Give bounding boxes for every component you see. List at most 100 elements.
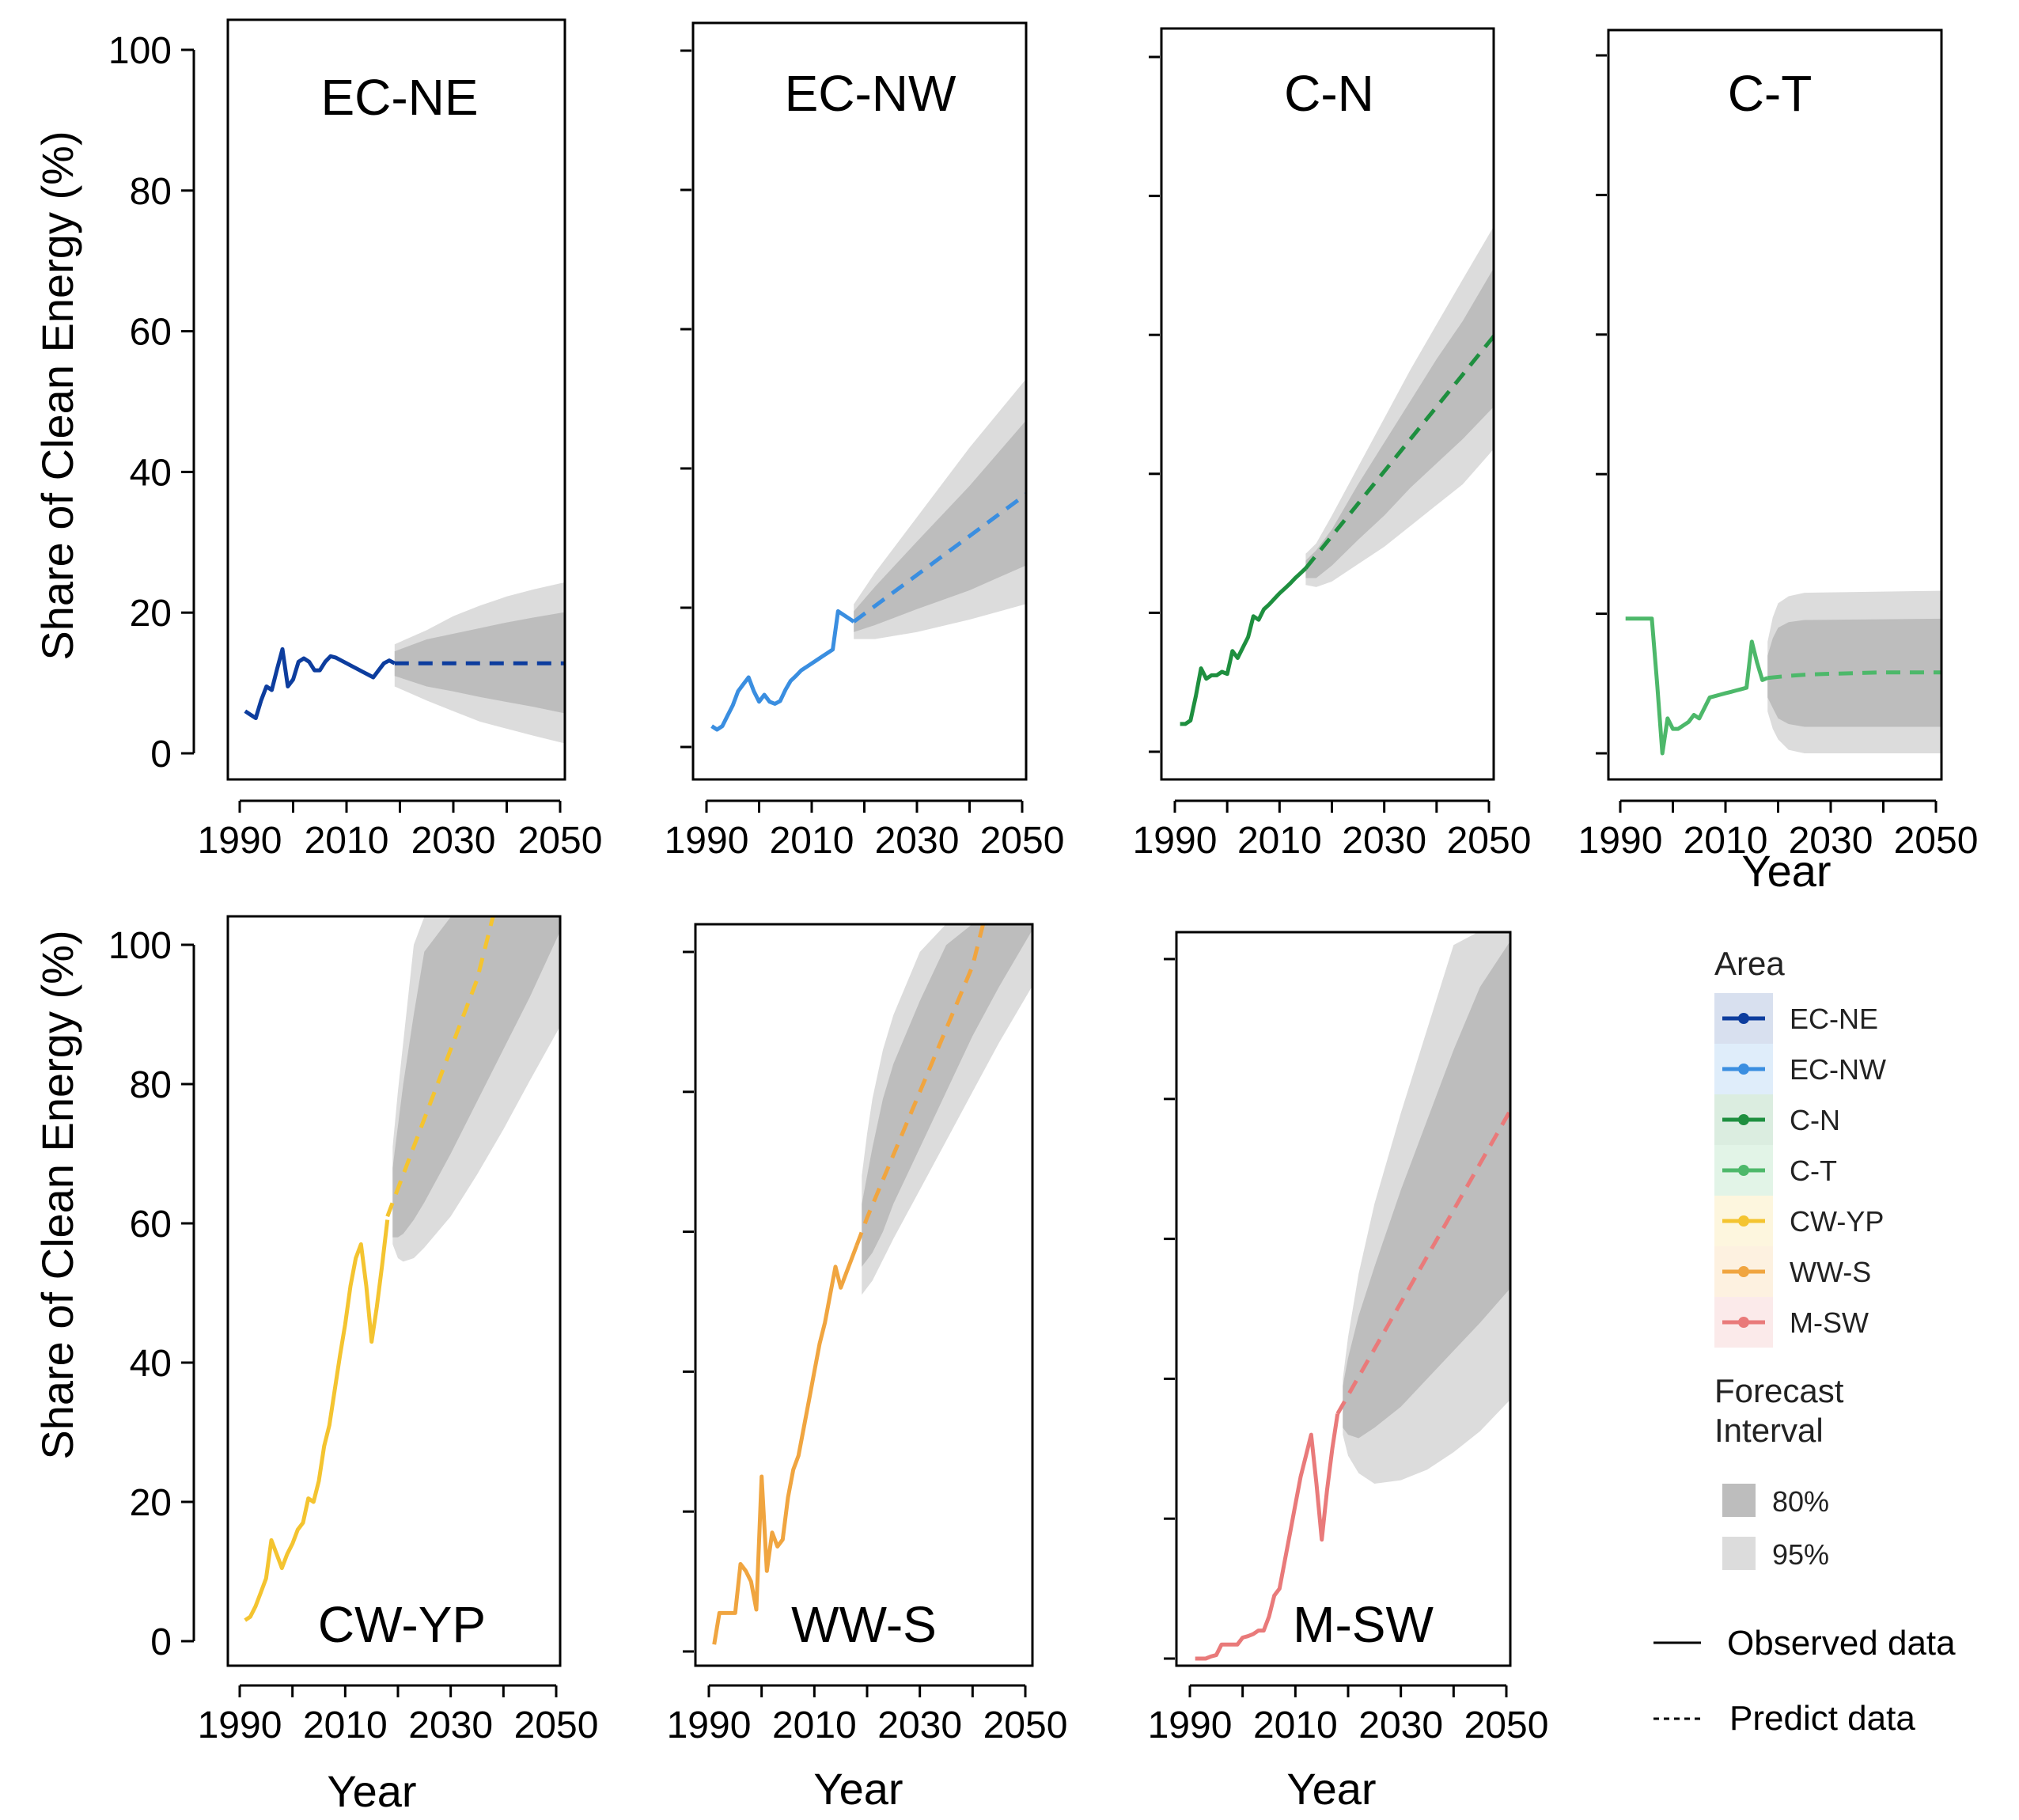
panel-ww-s: WW-S 1990 2010 2030 2050 [667, 923, 1068, 1746]
x-tick-label-cw-yp-2010: 2010 [303, 1704, 388, 1746]
x-tick-label-c-t-2030: 2030 [1789, 820, 1873, 862]
x-tick-label-ww-s-1990: 1990 [667, 1704, 752, 1746]
predicted-line-c-t [1767, 670, 1941, 681]
plot-area-cw-yp [244, 916, 560, 1622]
plot-area-ec-ne [244, 582, 565, 744]
legend-marker-ww-s [1738, 1266, 1749, 1277]
x-axis-title-ww-s: Year [813, 1764, 903, 1814]
legend-label-m-sw: M-SW [1790, 1306, 1869, 1339]
plot-area-c-n [1180, 226, 1494, 726]
x-tick-label-ww-s-2030: 2030 [877, 1704, 962, 1746]
legend-interval-title-line1: Forecast [1714, 1372, 1844, 1409]
predicted-line-ww-s [854, 924, 986, 1247]
y-tick-label-ec-ne-40: 40 [130, 452, 172, 494]
y-tick-label-cw-yp-60: 60 [130, 1204, 172, 1246]
panel-title-ec-nw: EC-NW [785, 65, 956, 122]
legend-interval-title-line2: Interval [1714, 1412, 1824, 1449]
plot-area-ww-s [712, 924, 1032, 1645]
legend-label-95: 95% [1772, 1538, 1829, 1571]
panel-frame-c-t [1607, 28, 1943, 781]
panel-title-m-sw: M-SW [1293, 1596, 1434, 1653]
legend-label-cw-yp: CW-YP [1790, 1205, 1884, 1238]
panel-frame-ec-ne [226, 18, 566, 781]
x-tick-label-ec-ne-1990: 1990 [198, 820, 282, 862]
x-tick-label-cw-yp-2050: 2050 [514, 1704, 599, 1746]
y-tick-label-ec-ne-60: 60 [130, 312, 172, 354]
legend-label-c-t: C-T [1790, 1155, 1837, 1187]
observed-line-c-n [1180, 567, 1308, 726]
y-tick-label-cw-yp-80: 80 [130, 1064, 172, 1106]
x-axis-title-m-sw: Year [1286, 1764, 1376, 1814]
y-tick-label-cw-yp-40: 40 [130, 1343, 172, 1385]
legend-marker-m-sw [1738, 1317, 1749, 1328]
y-axis-title-bottom: Share of Clean Energy (%) [32, 930, 82, 1459]
predicted-line-cw-yp [385, 916, 495, 1218]
observed-line-cw-yp [244, 1219, 390, 1622]
y-tick-label-ec-ne-100: 100 [108, 30, 172, 72]
x-tick-label-c-t-1990: 1990 [1578, 820, 1663, 862]
plot-area-c-t [1625, 590, 1941, 756]
panel-ec-nw: EC-NW 1990 2010 2030 2050 [665, 21, 1065, 862]
x-tick-label-c-n-2050: 2050 [1447, 820, 1532, 862]
legend-label-ww-s: WW-S [1790, 1256, 1871, 1288]
observed-line-ec-nw [710, 609, 855, 732]
legend-title: Area [1714, 945, 1785, 982]
y-tick-label-cw-yp-20: 20 [130, 1482, 172, 1524]
x-tick-label-m-sw-2050: 2050 [1464, 1704, 1549, 1746]
panels-group: EC-NE 0 20 40 60 80 100 1990 2010 2030 2050 EC-NW 19… [108, 18, 1978, 1746]
x-tick-label-ec-nw-2050: 2050 [980, 820, 1065, 862]
x-tick-label-ec-ne-2010: 2010 [305, 820, 389, 862]
panel-frame-ec-nw [691, 21, 1028, 781]
legend-marker-cw-yp [1738, 1215, 1749, 1227]
panel-title-ww-s: WW-S [791, 1596, 937, 1653]
legend-label-ec-ne: EC-NE [1790, 1003, 1878, 1035]
pi80-band-cw-yp [392, 916, 560, 1238]
x-tick-label-ww-s-2050: 2050 [983, 1704, 1068, 1746]
legend-label-c-n: C-N [1790, 1104, 1840, 1136]
panel-frame-cw-yp [226, 915, 562, 1667]
x-tick-label-ec-nw-1990: 1990 [665, 820, 749, 862]
predicted-line-c-n [1304, 333, 1494, 570]
x-tick-label-ec-ne-2050: 2050 [518, 820, 603, 862]
x-tick-label-c-t-2010: 2010 [1684, 820, 1768, 862]
y-tick-label-ec-ne-0: 0 [150, 734, 172, 775]
panel-ec-ne: EC-NE 0 20 40 60 80 100 1990 2010 2030 2050 [108, 18, 603, 862]
observed-line-c-t [1625, 616, 1769, 756]
panel-m-sw: M-SW 1990 2010 2030 2050 [1148, 931, 1549, 1746]
x-tick-label-ec-ne-2030: 2030 [411, 820, 496, 862]
predicted-line-ec-nw [852, 491, 1026, 624]
x-tick-label-m-sw-2010: 2010 [1253, 1704, 1338, 1746]
plot-area-m-sw [1195, 932, 1510, 1661]
legend-marker-ec-nw [1738, 1064, 1749, 1075]
x-tick-label-m-sw-1990: 1990 [1148, 1704, 1233, 1746]
x-axis-title-cw-yp: Year [327, 1766, 416, 1816]
panel-title-c-n: C-N [1284, 65, 1374, 122]
observed-line-ec-ne [244, 646, 396, 720]
legend-items: EC-NE EC-NW C-N C-T CW-YP WW-S M-SW [1714, 993, 1886, 1348]
panel-frame-c-n [1160, 27, 1495, 781]
x-tick-label-ec-nw-2010: 2010 [770, 820, 854, 862]
x-tick-label-c-n-2010: 2010 [1237, 820, 1322, 862]
x-tick-label-cw-yp-1990: 1990 [198, 1704, 282, 1746]
x-tick-label-m-sw-2030: 2030 [1358, 1704, 1443, 1746]
legend-predict-label: Predict data [1729, 1699, 1915, 1738]
predicted-line-m-sw [1335, 1106, 1510, 1415]
y-tick-label-ec-ne-20: 20 [130, 593, 172, 635]
legend: Area EC-NE EC-NW C-N C-T CW-YP WW-S M-SW Forec… [1653, 945, 1956, 1738]
pi80-band-ww-s [862, 924, 1032, 1267]
panel-title-cw-yp: CW-YP [318, 1596, 486, 1653]
legend-swatch-95 [1722, 1537, 1756, 1570]
y-tick-label-ec-ne-80: 80 [130, 171, 172, 213]
y-tick-label-cw-yp-0: 0 [150, 1621, 172, 1663]
y-tick-label-cw-yp-100: 100 [108, 925, 172, 967]
legend-label-80: 80% [1772, 1485, 1829, 1518]
panel-c-t: C-T 1990 2010 2030 2050 [1578, 28, 1978, 862]
plot-area-ec-nw [710, 378, 1026, 732]
panel-title-c-t: C-T [1728, 65, 1813, 122]
legend-swatch-80 [1722, 1484, 1756, 1517]
pi80-band-c-t [1767, 618, 1941, 727]
panel-cw-yp: CW-YP 0 20 40 60 80 100 1990 2010 2030 2050 [108, 915, 599, 1746]
y-axis-title-top: Share of Clean Energy (%) [32, 131, 82, 660]
legend-label-ec-nw: EC-NW [1790, 1053, 1886, 1086]
